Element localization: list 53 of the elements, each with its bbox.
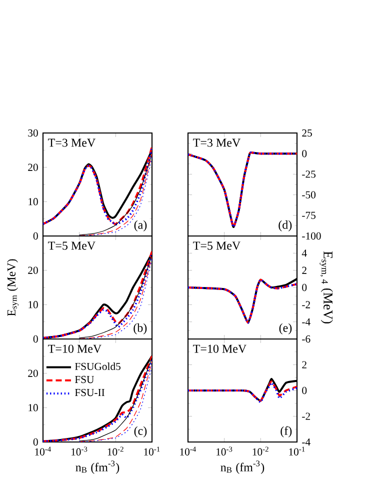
annotation: T=3 MeV [193, 138, 240, 147]
y-tick-label: 0 [33, 335, 38, 343]
y2-tick-label: 25 [302, 129, 312, 137]
y2-tick-label: 2 [302, 361, 306, 368]
annotation: (c) [134, 426, 147, 438]
y2-tick-label: 4 [302, 250, 307, 257]
y2-tick-label: -6 [302, 335, 310, 343]
annotation: (d) [278, 220, 292, 232]
annotation: T=3 MeV [48, 138, 96, 147]
y2-tick-label: 0 [302, 150, 307, 158]
y-axis-title: E$_{sym}$ (MeV) [7, 259, 19, 316]
x-tick-label: 10$^{-2}$ [252, 446, 268, 456]
y2-tick-label: -2 [302, 412, 310, 420]
y2-tick-label: 0 [302, 284, 307, 292]
y2-tick-label: -25 [302, 170, 316, 178]
annotation: T=10 MeV [193, 344, 246, 353]
y-tick-label: 20 [28, 370, 38, 377]
legend-label: FSU [74, 376, 94, 384]
y-tick-label: 30 [28, 129, 38, 137]
annotation: T=5 MeV [193, 242, 240, 250]
legend-label: FSUGold5 [74, 362, 120, 370]
y2-tick-label: -50 [302, 191, 316, 198]
x-tick-label: 10$^{-4}$ [180, 446, 196, 456]
annotation: T=10 MeV [48, 344, 102, 353]
x-tick-label: 10$^{-1}$ [144, 446, 160, 456]
y2-axis-title: E$_{sym, 4}$ (MeV) [320, 251, 333, 324]
y-tick-label: 0 [33, 232, 38, 240]
annotation: (b) [134, 323, 147, 334]
annotation: (a) [134, 220, 147, 232]
y2-tick-label: 2 [302, 266, 306, 274]
y2-tick-label: -75 [302, 212, 316, 219]
y-tick-label: 10 [28, 301, 38, 308]
y-tick-label: 20 [28, 266, 38, 274]
y2-tick-label: 0 [302, 386, 307, 394]
y2-tick-label: -2 [302, 301, 310, 308]
y-tick-label: 10 [28, 404, 38, 412]
y-tick-label: 10 [28, 198, 38, 206]
x-tick-label: 10$^{-3}$ [71, 446, 88, 456]
y2-tick-label: -4 [302, 438, 310, 446]
legend-label: FSU-II [74, 388, 105, 396]
y2-tick-label: -4 [302, 318, 310, 326]
x-tick-label: 10$^{-2}$ [108, 446, 124, 456]
x-tick-label: 10$^{-1}$ [289, 446, 305, 456]
y-tick-label: 20 [28, 164, 38, 171]
x-tick-label: 10$^{-3}$ [216, 446, 232, 456]
annotation: (e) [279, 323, 292, 334]
annotation: (f) [280, 426, 292, 438]
y2-tick-label: -100 [302, 232, 321, 240]
x-axis-title: n$_{B}$ (fm$^{-3}$) [76, 460, 120, 474]
x-tick-label: 10$^{-4}$ [35, 446, 51, 456]
y-tick-label: 0 [33, 438, 38, 446]
annotation: T=5 MeV [48, 242, 96, 250]
x-axis-title: n$_{B}$ (fm$^{-3}$) [220, 460, 264, 474]
